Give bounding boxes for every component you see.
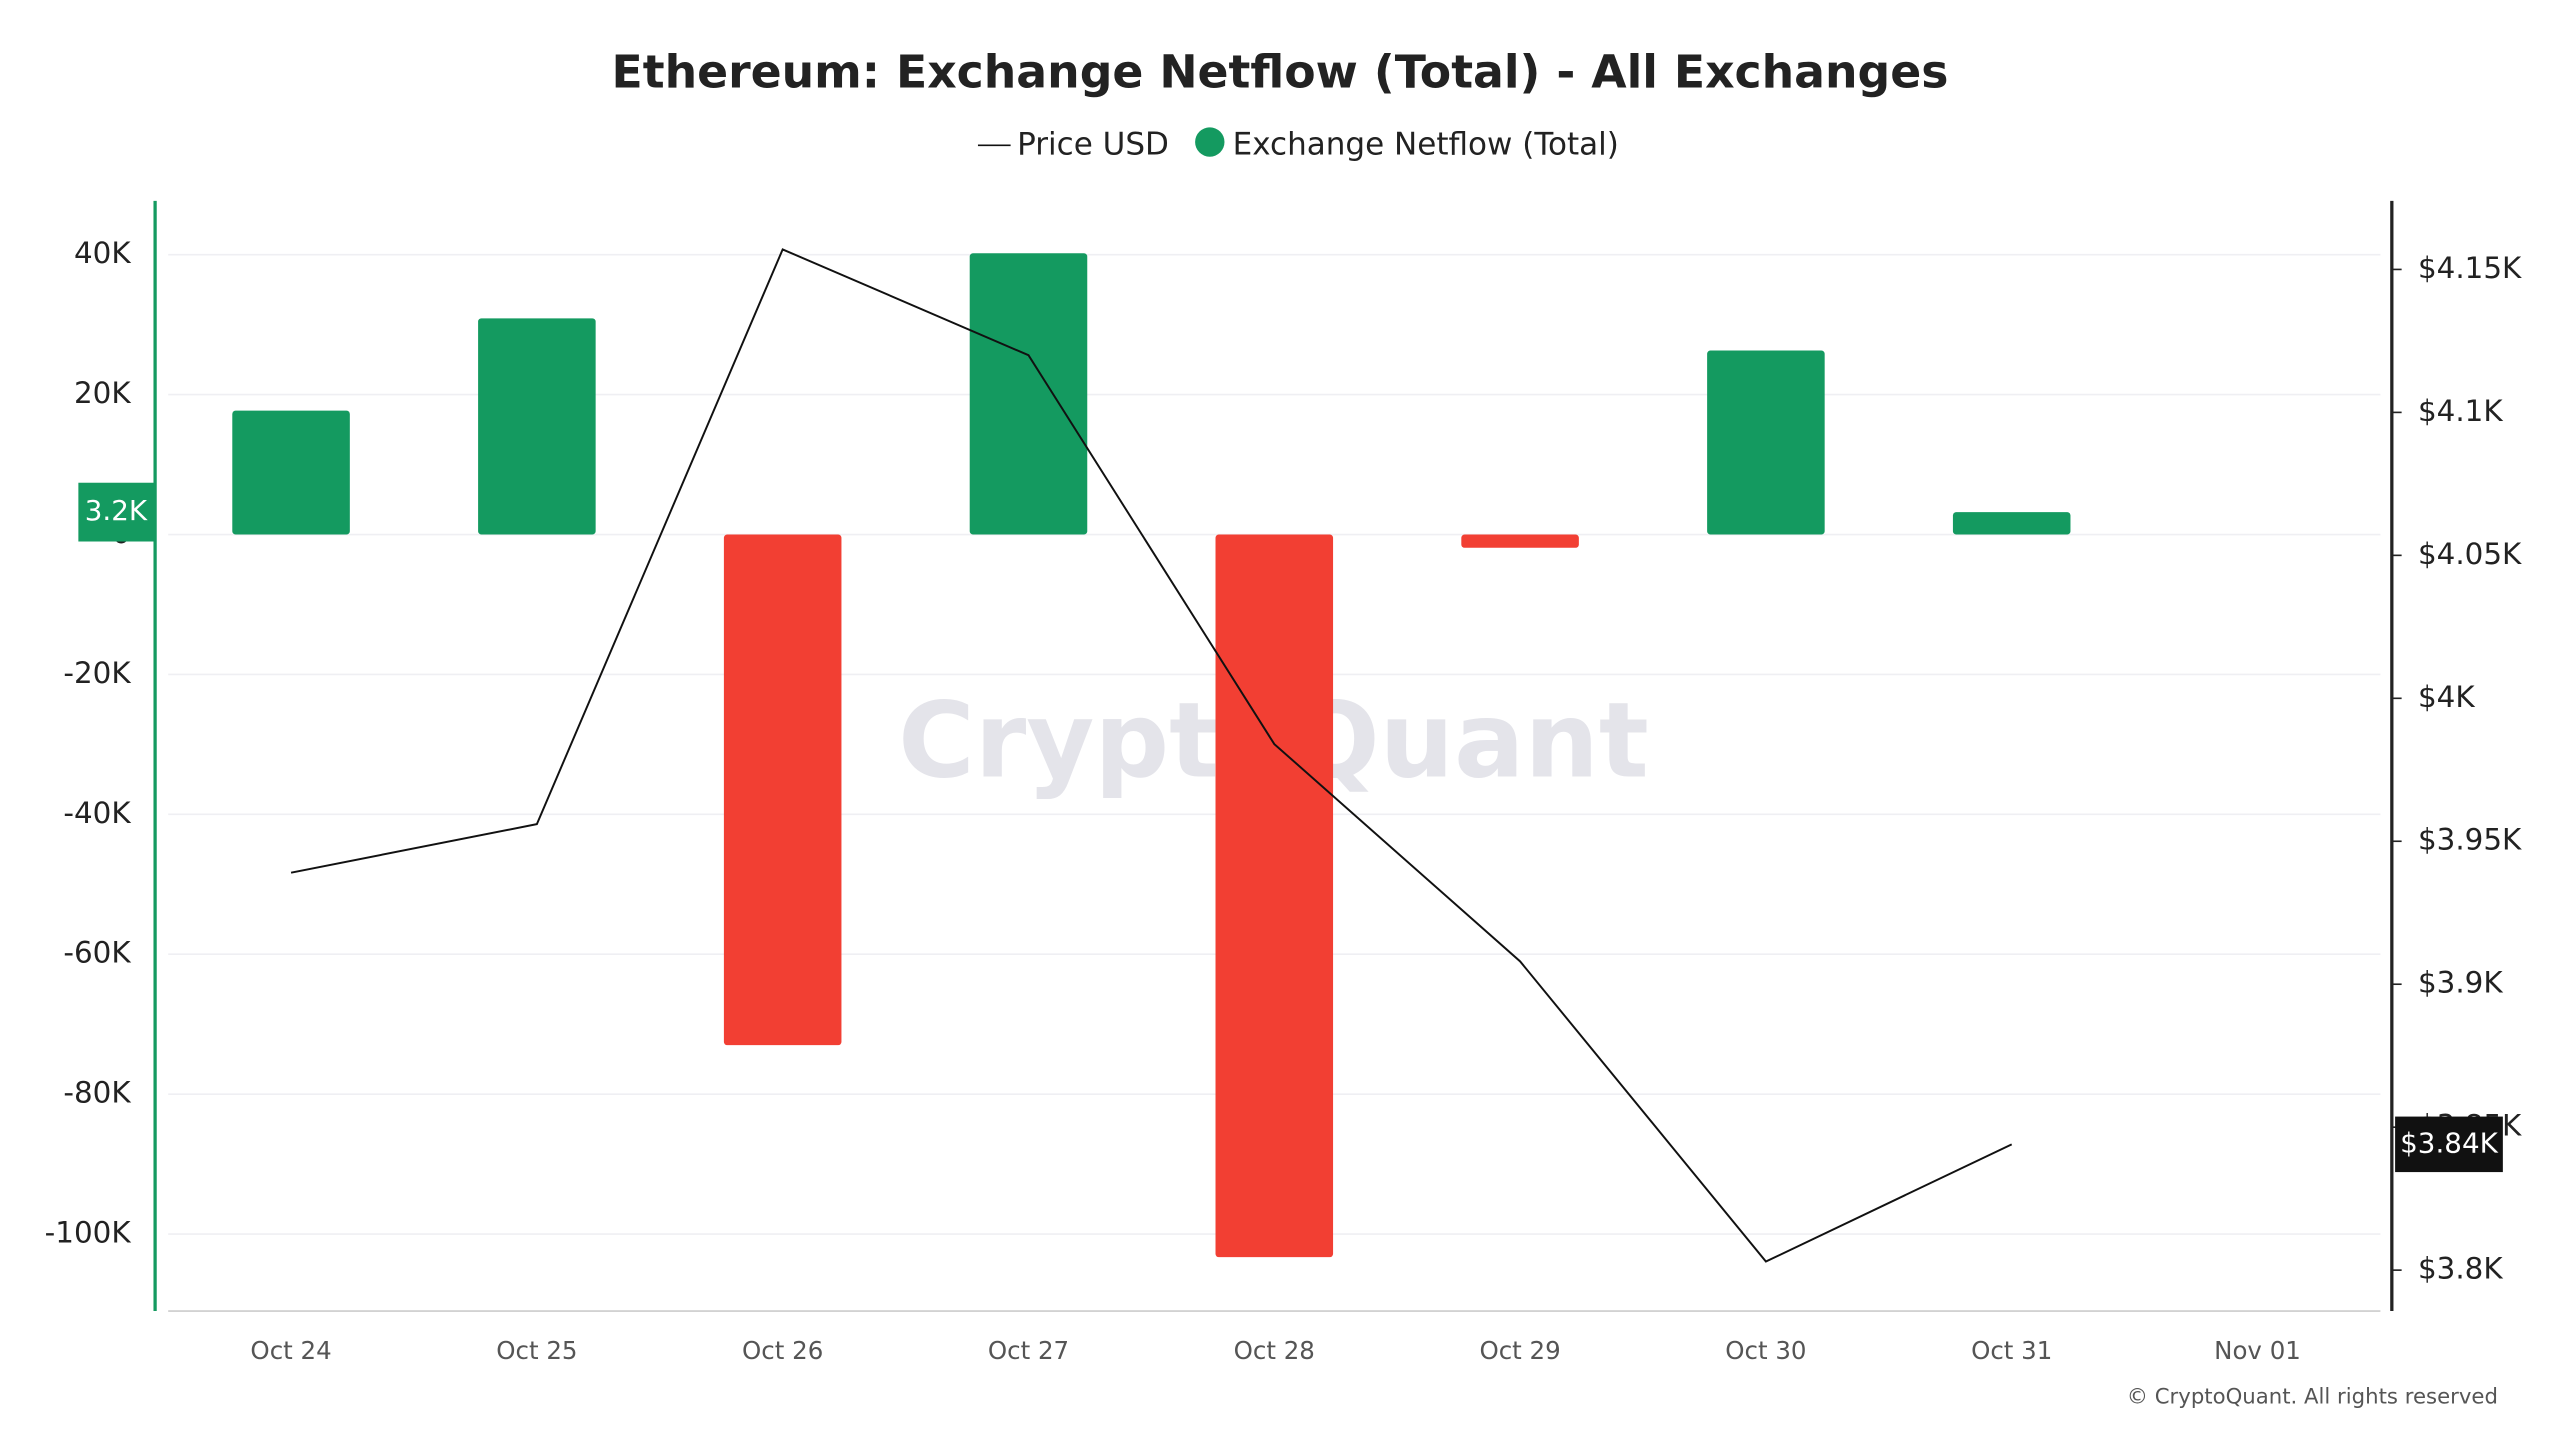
legend-label: Price USD xyxy=(1017,126,1169,162)
x-tick-label: Oct 29 xyxy=(1479,1336,1560,1365)
legend-label: Exchange Netflow (Total) xyxy=(1233,126,1619,162)
y-tick-label: -80K xyxy=(63,1076,131,1110)
bar xyxy=(1215,534,1334,1258)
chart-title: Ethereum: Exchange Netflow (Total) - All… xyxy=(612,46,1949,99)
value-label: $3.84K xyxy=(2400,1126,2498,1159)
y-tick-label: -60K xyxy=(63,936,131,970)
y-tick-label: -40K xyxy=(63,796,131,830)
bar xyxy=(232,410,350,535)
x-tick-label: Oct 24 xyxy=(250,1336,331,1365)
y-tick-label: 40K xyxy=(74,236,131,270)
x-tick-label: Oct 26 xyxy=(742,1336,823,1365)
legend-dot xyxy=(1195,127,1225,157)
y2-tick-label: $3.8K xyxy=(2418,1252,2503,1286)
x-tick-label: Oct 27 xyxy=(988,1336,1069,1365)
y2-tick-label: $3.9K xyxy=(2418,966,2503,1000)
y-tick-label: 20K xyxy=(74,376,131,410)
x-tick-label: Oct 25 xyxy=(496,1336,577,1365)
y-tick-label: -100K xyxy=(45,1216,132,1250)
x-tick-label: Oct 31 xyxy=(1971,1336,2052,1365)
y2-tick-label: $4K xyxy=(2418,680,2475,714)
value-label-box xyxy=(78,482,156,542)
bar xyxy=(1952,512,2071,535)
value-label-box xyxy=(2395,1116,2503,1173)
x-tick-label: Nov 01 xyxy=(2214,1336,2301,1365)
bar xyxy=(723,534,842,1046)
y2-tick-label: $4.1K xyxy=(2418,394,2503,428)
price-line xyxy=(290,248,2013,1263)
y2-tick-label: $4.15K xyxy=(2418,251,2522,285)
footer: © CryptoQuant. All rights reserved xyxy=(2127,1385,2498,1410)
bar xyxy=(1461,534,1579,548)
x-tick-label: Oct 28 xyxy=(1234,1336,1315,1365)
y2-tick-label: $3.95K xyxy=(2418,823,2522,857)
y-tick-label: -20K xyxy=(63,656,131,690)
value-label: 3.2K xyxy=(85,494,148,527)
y2-tick-label: $4.05K xyxy=(2418,537,2522,571)
x-tick-label: Oct 30 xyxy=(1725,1336,1806,1365)
bar xyxy=(969,253,1088,535)
bar xyxy=(1707,350,1825,535)
bar xyxy=(478,318,596,535)
